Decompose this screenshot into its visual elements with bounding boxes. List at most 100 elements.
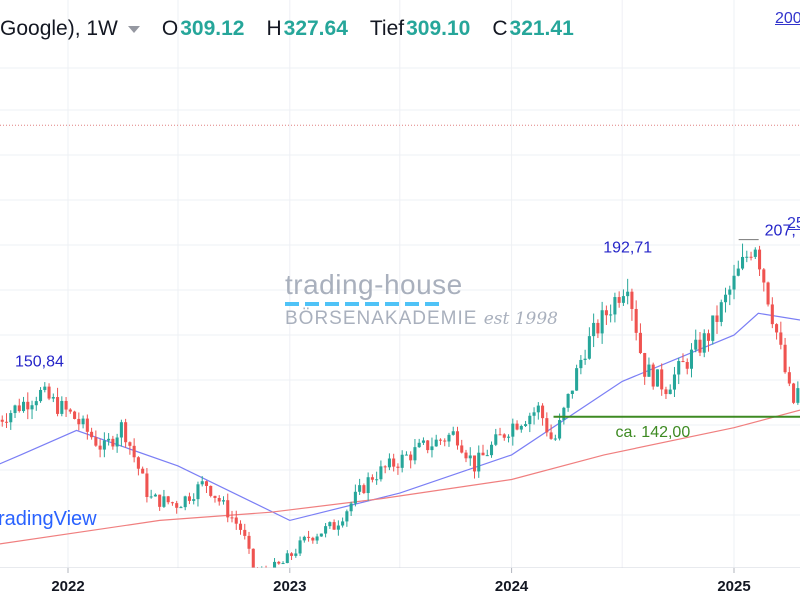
candle-body xyxy=(21,401,26,412)
candle-body xyxy=(175,503,179,508)
axis-background xyxy=(0,568,800,600)
candle-body xyxy=(426,440,430,451)
candle-body xyxy=(672,374,676,390)
candle-body xyxy=(209,485,213,496)
candle-body xyxy=(345,511,349,522)
candle-body xyxy=(655,369,659,387)
watermark-since: est 1998 xyxy=(483,309,559,329)
candle-body xyxy=(324,526,328,534)
candle-body xyxy=(213,495,217,498)
candle-body xyxy=(472,455,477,472)
candle-body xyxy=(26,401,30,410)
candle-body xyxy=(149,496,153,498)
close-value: 321.41 xyxy=(509,17,574,40)
candle-body xyxy=(732,275,736,290)
candle-body xyxy=(68,409,72,412)
candle-body xyxy=(183,496,187,508)
candle-body xyxy=(787,372,791,384)
high-value: 327.64 xyxy=(283,17,348,40)
axis-tick-label: 2024 xyxy=(495,578,529,595)
candle-body xyxy=(307,536,311,538)
candle-body xyxy=(153,494,157,497)
candle-body xyxy=(604,310,608,316)
candle-body xyxy=(409,454,413,461)
candle-body xyxy=(668,389,672,395)
candle-body xyxy=(613,297,617,315)
candle-body xyxy=(698,339,702,353)
candle-body xyxy=(566,393,570,408)
candle-body xyxy=(643,353,647,377)
candle-body xyxy=(736,268,740,276)
candle-body xyxy=(332,522,336,530)
candle-body xyxy=(56,397,60,414)
candle-body xyxy=(34,401,38,406)
candle-body xyxy=(536,405,540,413)
candle-body xyxy=(447,434,451,442)
candle-body xyxy=(98,445,102,450)
candle-body xyxy=(328,522,332,527)
candle-body xyxy=(281,563,285,565)
candle-body xyxy=(430,446,434,451)
candle-body xyxy=(277,561,281,564)
candle-body xyxy=(107,438,111,441)
candle-body xyxy=(298,540,302,554)
symbol-interval[interactable]: Google), 1W xyxy=(0,17,118,40)
chevron-down-icon[interactable] xyxy=(127,25,140,33)
candle-body xyxy=(204,481,209,486)
candle-body xyxy=(311,537,315,541)
candle-body xyxy=(502,434,506,438)
candle-body xyxy=(119,422,123,438)
candle-body xyxy=(179,507,183,509)
candle-body xyxy=(128,442,132,446)
candle-body xyxy=(689,349,694,369)
candle-body xyxy=(451,431,455,435)
candle-body xyxy=(90,431,94,438)
candle-body xyxy=(187,496,191,501)
candle-body xyxy=(621,296,625,303)
candle-body xyxy=(94,437,98,446)
candle-body xyxy=(634,308,638,333)
candle-body xyxy=(434,439,438,447)
candle-body xyxy=(775,324,779,333)
candle-body xyxy=(519,426,523,430)
high-label: H xyxy=(266,17,282,40)
candle-body xyxy=(383,466,387,468)
candle-body xyxy=(170,502,174,504)
close-label: C xyxy=(492,17,508,40)
candle-body xyxy=(792,383,796,403)
candle-body xyxy=(489,444,494,456)
candle-body xyxy=(230,517,234,519)
candle-body xyxy=(226,500,230,518)
candle-body xyxy=(387,458,391,468)
candle-body xyxy=(315,536,319,541)
candle-body xyxy=(464,452,468,459)
right-edge-label-1: 200 xyxy=(775,10,800,27)
candle-body xyxy=(468,455,472,459)
time-axis: 2022 2023 2024 2025 xyxy=(0,567,800,600)
candle-body xyxy=(362,485,366,494)
candle-body xyxy=(706,333,711,341)
candle-body xyxy=(617,297,621,303)
tradingview-logo[interactable]: radingView xyxy=(0,508,97,530)
trading-house-watermark: trading-house BÖRSENAKADEMIE est 1998 xyxy=(285,270,558,330)
candle-body xyxy=(770,304,774,325)
support-label: ca. 142,00 xyxy=(616,424,691,441)
candle-body xyxy=(392,458,396,467)
candle-body xyxy=(558,420,562,439)
candle-body xyxy=(17,405,21,412)
candle-body xyxy=(166,496,170,503)
candle-body xyxy=(685,362,689,369)
candle-body xyxy=(609,314,613,316)
candle-body xyxy=(243,529,247,536)
candle-body xyxy=(124,422,128,443)
candle-body xyxy=(719,302,723,322)
price-annotation: 192,71 xyxy=(603,240,652,257)
candle-body xyxy=(779,332,783,345)
candle-body xyxy=(9,413,13,423)
candle-body xyxy=(753,249,757,257)
candle-body xyxy=(294,553,298,556)
candle-body xyxy=(349,503,353,512)
candle-body xyxy=(579,359,583,369)
axis-tick-label: 2022 xyxy=(51,578,84,595)
